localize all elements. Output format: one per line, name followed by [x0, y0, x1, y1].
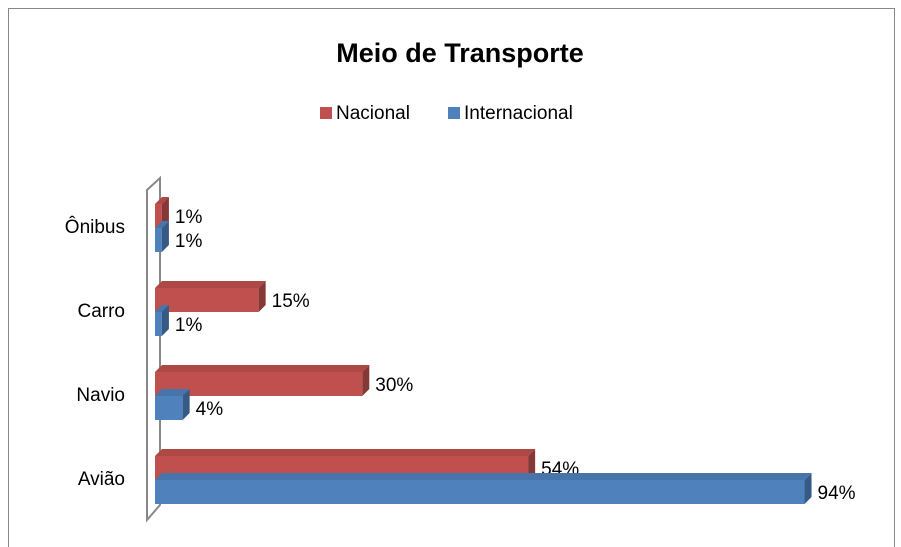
data-label: 4%: [196, 399, 224, 420]
y-tick-label: Avião: [78, 469, 125, 490]
bar: [155, 204, 162, 228]
bar-side: [182, 389, 190, 420]
legend-swatch: [320, 107, 332, 119]
bar-side: [528, 449, 536, 480]
back-wall: [146, 175, 161, 523]
y-tick-label: Carro: [77, 301, 125, 322]
bar-side: [804, 473, 812, 504]
legend-label: Nacional: [336, 103, 410, 124]
data-label: 15%: [272, 291, 310, 312]
bar: [155, 396, 183, 420]
data-label: 1%: [175, 315, 203, 336]
bar-top: [155, 473, 812, 480]
bar-top: [155, 221, 169, 228]
bar: [155, 228, 162, 252]
bar-side: [258, 281, 266, 312]
bar: [155, 288, 259, 312]
bar-top: [155, 305, 169, 312]
y-tick-label: Navio: [76, 385, 125, 406]
bar-side: [362, 365, 370, 396]
bar: [155, 480, 805, 504]
bar-side: [161, 197, 169, 228]
legend-label: Internacional: [464, 103, 573, 124]
data-label: 1%: [175, 207, 203, 228]
bar-side: [161, 221, 169, 252]
bar-side: [161, 305, 169, 336]
bar-top: [155, 365, 370, 372]
bar-top: [155, 281, 266, 288]
bar-top: [155, 389, 190, 396]
y-tick-label: Ônibus: [65, 216, 125, 238]
bar-top: [155, 197, 169, 204]
legend-swatch: [448, 107, 460, 119]
data-label: 94%: [818, 483, 856, 504]
bar-top: [155, 449, 536, 456]
bar: [155, 312, 162, 336]
data-label: 1%: [175, 231, 203, 252]
chart-title: Meio de Transporte: [336, 38, 584, 68]
data-label: 30%: [375, 375, 413, 396]
